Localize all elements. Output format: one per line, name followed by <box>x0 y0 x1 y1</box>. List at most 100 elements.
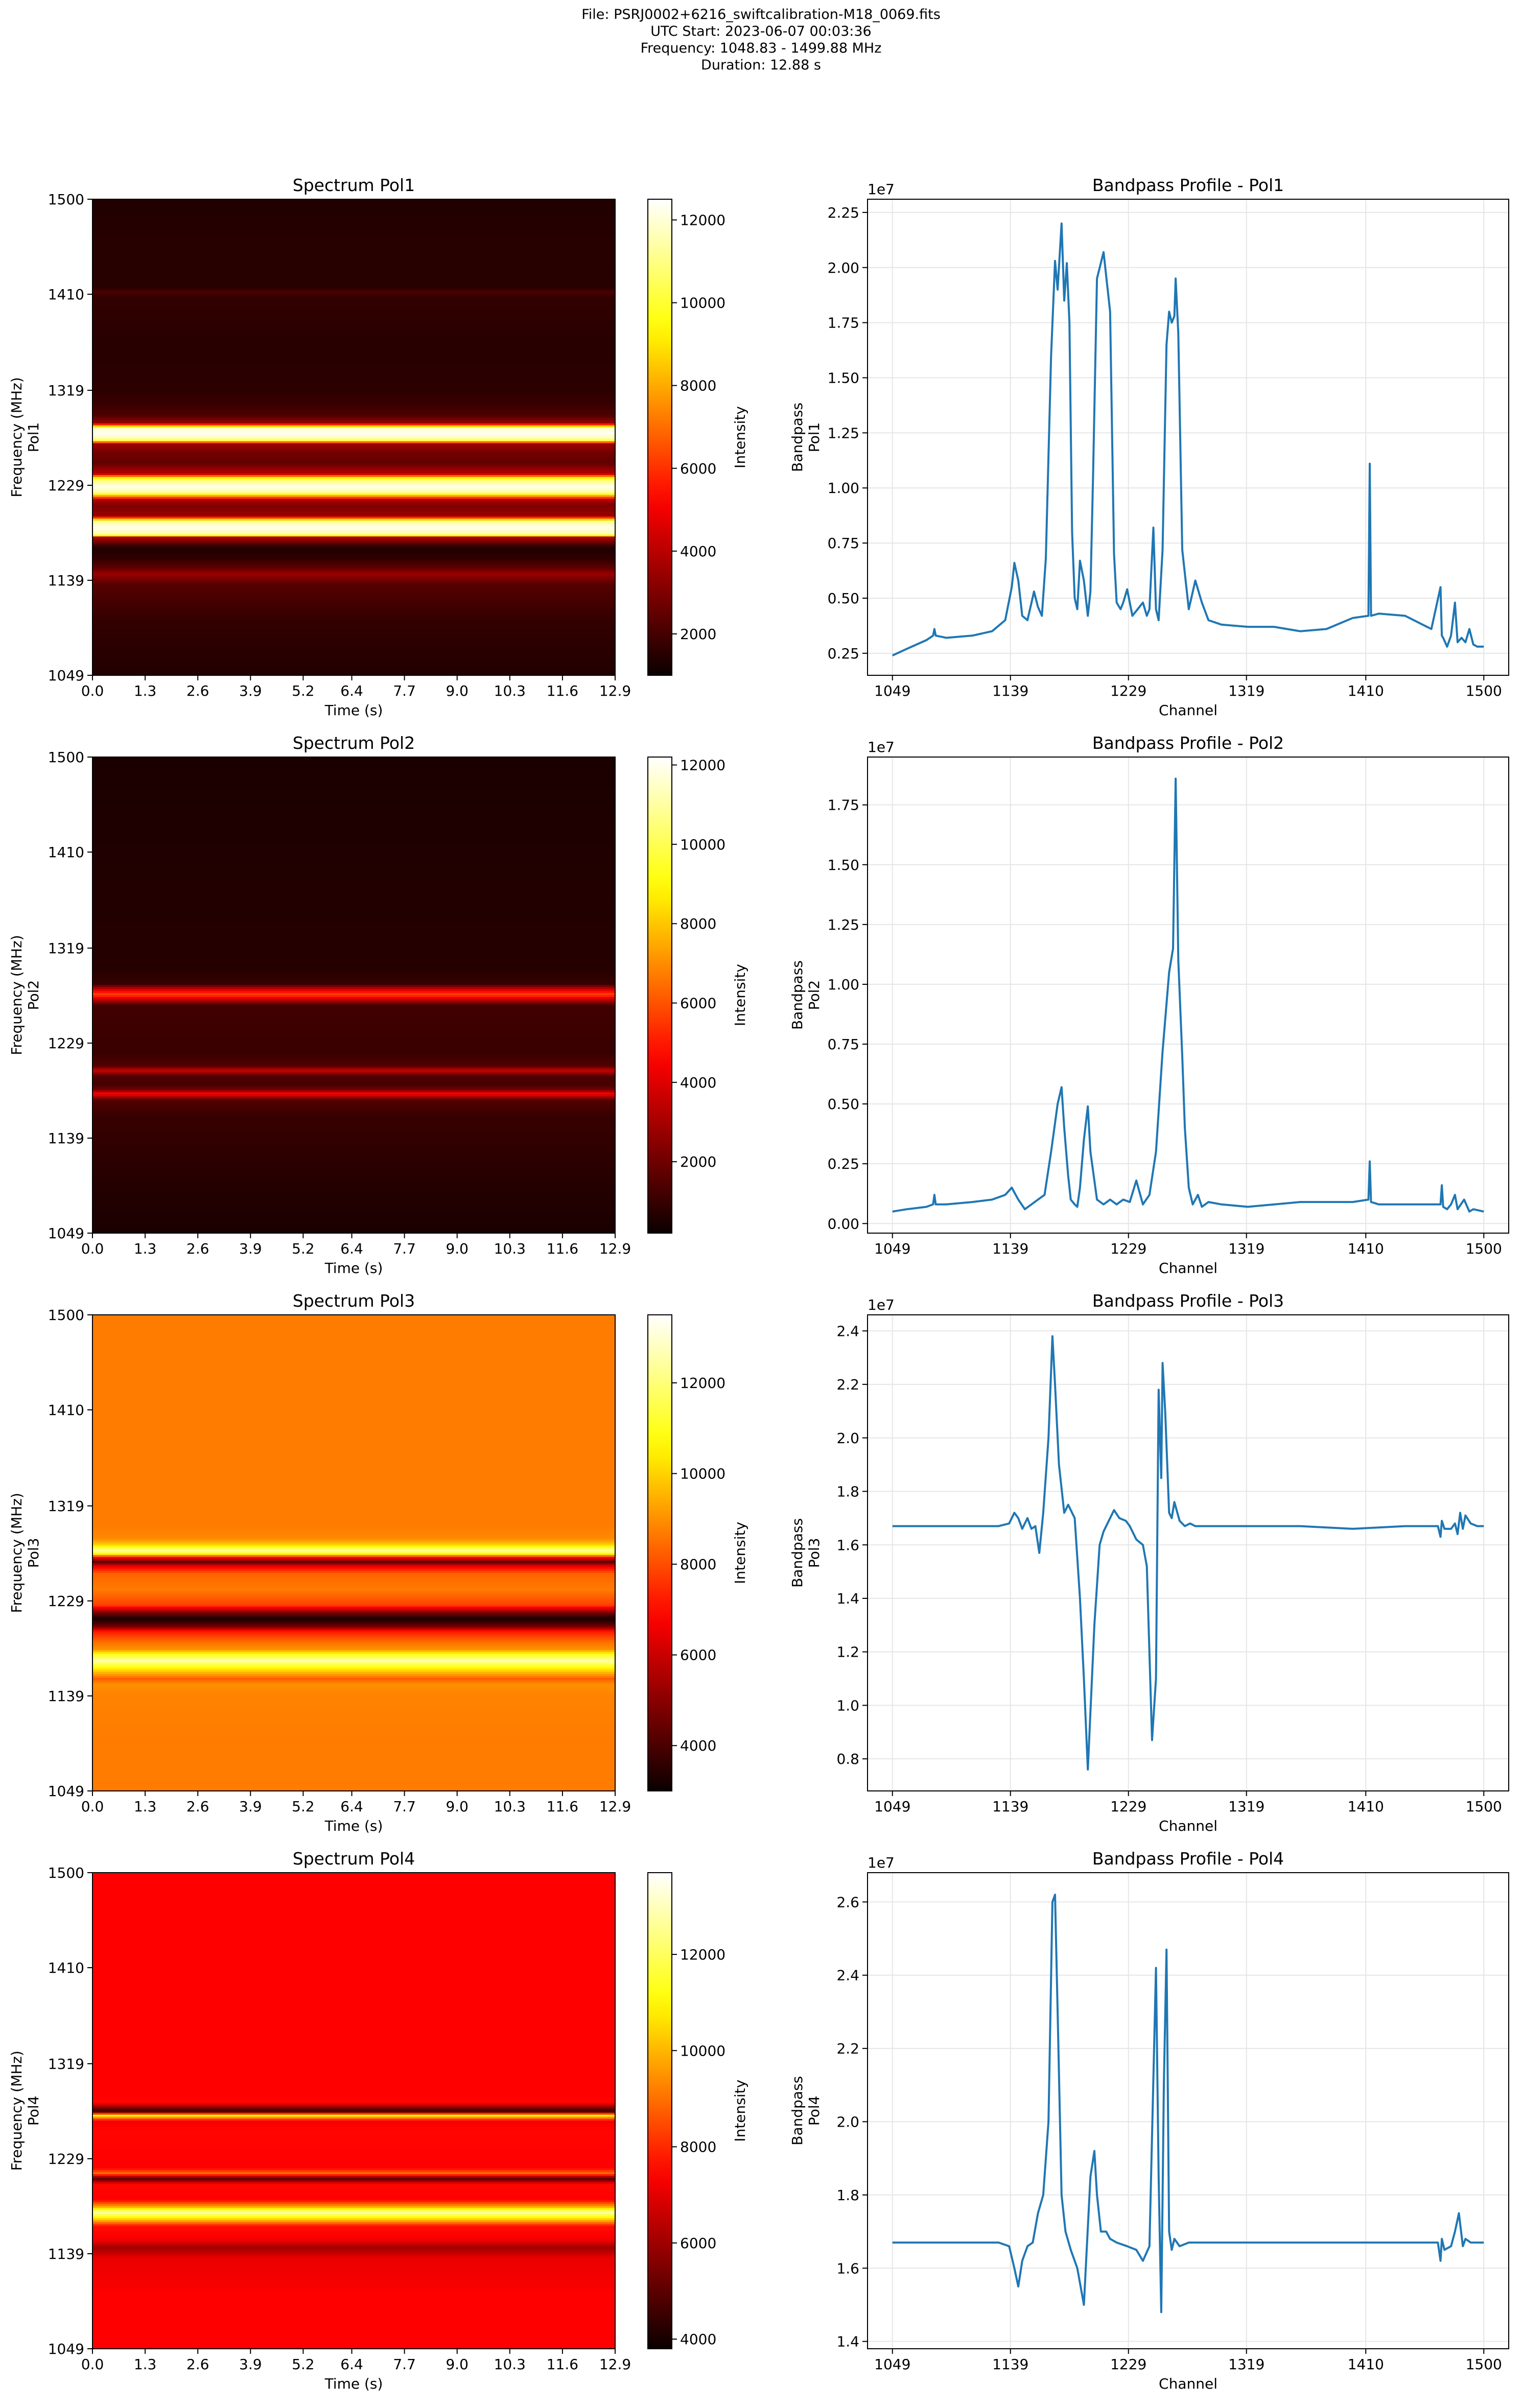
heatmap-band <box>92 254 615 257</box>
heatmap-band <box>92 2114 615 2117</box>
heatmap-band <box>92 1888 615 1891</box>
heatmap-band <box>92 1410 615 1412</box>
heatmap-band <box>92 1390 615 1393</box>
x-tick-label: 2.6 <box>186 1798 209 1815</box>
heatmap-band <box>92 314 615 317</box>
spectrum-xlabel: Time (s) <box>324 1260 383 1277</box>
heatmap-band <box>92 2087 615 2089</box>
spectrum-pol4: Spectrum Pol4 0.0 1.3 2.6 3.9 5.2 6.4 7.7 9.0 10.… <box>8 1849 631 2392</box>
heatmap-band <box>92 554 615 557</box>
heatmap-band <box>92 2283 615 2286</box>
heatmap-band <box>92 373 615 376</box>
y-tick-label: 1139 <box>48 2246 84 2262</box>
heatmap-band <box>92 924 615 926</box>
heatmap-band <box>92 1648 615 1650</box>
heatmap-band <box>92 2109 615 2111</box>
heatmap-band <box>92 1406 615 1409</box>
heatmap-band <box>92 1134 615 1137</box>
bandpass-xlabel: Channel <box>1159 1817 1217 1834</box>
y-tick-label: 0.8 <box>836 1751 859 1767</box>
heatmap-band <box>92 2303 615 2306</box>
heatmap-band <box>92 2008 615 2010</box>
colorbar-tick-label: 4000 <box>680 1737 716 1754</box>
heatmap-band <box>92 2174 615 2177</box>
heatmap-band <box>92 1598 615 1601</box>
x-tick-label: 1500 <box>1466 2356 1502 2373</box>
heatmap-band <box>92 1561 615 1564</box>
heatmap-band <box>92 1972 615 1974</box>
heatmap-band <box>92 800 615 803</box>
heatmap-band <box>92 2172 615 2175</box>
x-tick-label: 7.7 <box>393 1798 416 1815</box>
heatmap-band <box>92 2198 615 2201</box>
heatmap-band <box>92 1658 615 1661</box>
y-tick-label: 1500 <box>48 1307 84 1324</box>
heatmap-band <box>92 1106 615 1108</box>
heatmap-band <box>92 1751 615 1754</box>
heatmap-band <box>92 1741 615 1744</box>
colorbar-pol1: 2000 4000 6000 8000 10000 12000 Intensity <box>647 199 748 676</box>
heatmap-band <box>92 548 615 551</box>
heatmap-band <box>92 328 615 330</box>
heatmap-band <box>92 880 615 883</box>
spectrum-pol3: Spectrum Pol3 0.0 1.3 2.6 3.9 5.2 6.4 7.7 9.0 10.… <box>8 1291 631 1834</box>
heatmap-band <box>92 2069 615 2071</box>
heatmap-band <box>92 1398 615 1401</box>
heatmap-band <box>92 2317 615 2320</box>
y-tick-label: 1049 <box>48 1783 84 1800</box>
heatmap-band <box>92 514 615 517</box>
heatmap-band <box>92 1944 615 1947</box>
heatmap-band <box>92 1023 615 1025</box>
heatmap-band <box>92 1473 615 1476</box>
heatmap-band <box>92 348 615 350</box>
heatmap-band <box>92 393 615 396</box>
heatmap-band <box>92 1650 615 1652</box>
heatmap-band <box>92 812 615 815</box>
heatmap-band <box>92 1884 615 1887</box>
x-tick-label: 10.3 <box>494 1240 526 1257</box>
heatmap-band <box>92 631 615 634</box>
heatmap-band <box>92 371 615 374</box>
y-tick-label: 0.25 <box>828 1155 859 1172</box>
heatmap-band <box>92 1709 615 1712</box>
heatmap-band <box>92 411 615 414</box>
heatmap-band <box>92 221 615 224</box>
heatmap-band <box>92 1572 615 1575</box>
heatmap-band <box>92 1056 615 1059</box>
heatmap-band <box>92 1588 615 1591</box>
heatmap-band <box>92 592 615 595</box>
heatmap-band <box>92 842 615 845</box>
bandpass-title: Bandpass Profile - Pol2 <box>1092 733 1284 753</box>
heatmap-band <box>92 582 615 584</box>
heatmap-band <box>92 201 615 204</box>
heatmap-band <box>92 620 615 622</box>
x-tick-label: 12.9 <box>599 1798 631 1815</box>
y-tick-label: 1.4 <box>836 2333 859 2350</box>
heatmap-band <box>92 908 615 910</box>
heatmap-band <box>92 1052 615 1055</box>
heatmap-band <box>92 2071 615 2073</box>
heatmap-band <box>92 362 615 364</box>
heatmap-band <box>92 1682 615 1684</box>
spectrum-frame <box>92 199 616 676</box>
heatmap-band <box>92 1203 615 1206</box>
heatmap-band <box>92 334 615 337</box>
colorbar-tick-label: 8000 <box>680 2139 716 2156</box>
heatmap-band <box>92 2277 615 2280</box>
heatmap-band <box>92 1358 615 1361</box>
heatmap-band <box>92 2222 615 2224</box>
heatmap-band <box>92 627 615 630</box>
colorbar-tick-label: 2000 <box>680 1153 716 1170</box>
heatmap-band <box>92 798 615 801</box>
heatmap-band <box>92 342 615 345</box>
heatmap-band <box>92 1213 615 1216</box>
heatmap-band <box>92 475 615 478</box>
heatmap-band <box>92 1451 615 1454</box>
heatmap-band <box>92 2029 615 2032</box>
heatmap-band <box>92 1442 615 1445</box>
x-tick-label: 1410 <box>1348 1798 1384 1815</box>
heatmap-band <box>92 2279 615 2282</box>
heatmap-band <box>92 1501 615 1504</box>
heatmap-band <box>92 280 615 283</box>
